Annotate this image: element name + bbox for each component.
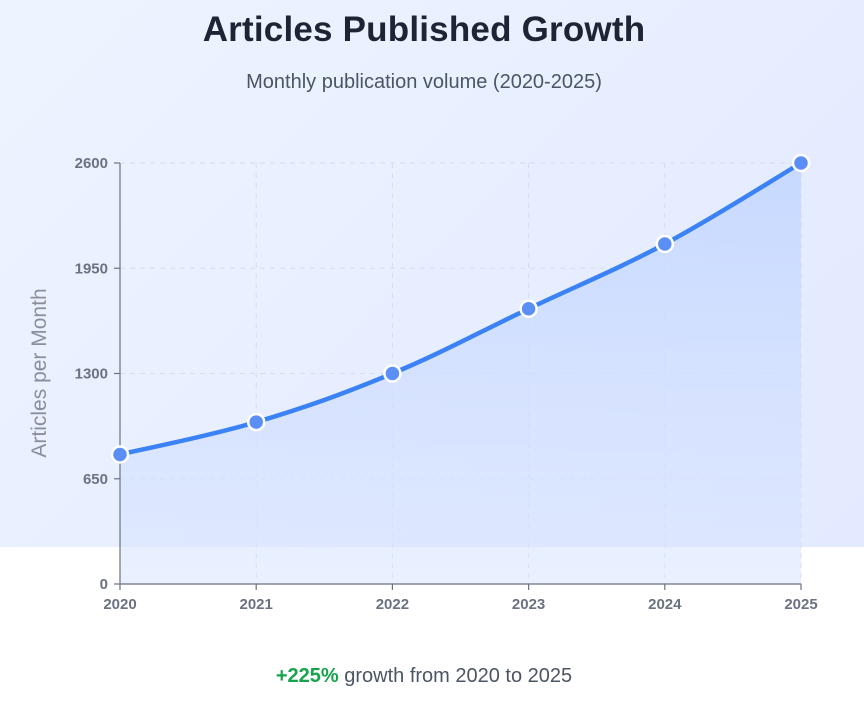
growth-summary: +225% growth from 2020 to 2025 xyxy=(0,665,848,688)
x-tick-label: 2023 xyxy=(512,596,545,613)
y-tick-label: 1950 xyxy=(75,260,108,277)
data-point-2025 xyxy=(791,153,811,173)
data-point-2020 xyxy=(110,445,130,464)
axes xyxy=(114,162,802,590)
y-tick-label: 1300 xyxy=(75,366,108,383)
x-tick-label: 2021 xyxy=(240,596,273,613)
tick-labels: 0 650 1300 1950 2600 2020 2021 2022 2023 2024 2025 xyxy=(75,155,818,613)
chart-subtitle: Monthly publication volume (2020-2025) xyxy=(246,71,602,93)
data-point-2023 xyxy=(519,299,538,318)
y-tick-label: 0 xyxy=(100,576,108,593)
data-point-2021 xyxy=(246,412,266,432)
x-tick-label: 2024 xyxy=(648,596,682,613)
chart-title: Articles Published Growth xyxy=(202,10,646,49)
data-point-2024 xyxy=(655,234,675,254)
growth-description: growth from 2020 to 2025 xyxy=(338,665,573,687)
area-fill xyxy=(120,163,801,584)
x-tick-label: 2020 xyxy=(103,596,136,613)
data-point-2022 xyxy=(383,364,402,383)
growth-percentage: +225% xyxy=(275,665,339,687)
x-tick-label: 2022 xyxy=(376,596,409,613)
y-axis-title: Articles per Month xyxy=(28,288,51,457)
y-tick-label: 2600 xyxy=(75,155,108,172)
data-points xyxy=(110,153,811,464)
y-tick-label: 650 xyxy=(83,471,108,488)
x-tick-label: 2025 xyxy=(784,596,817,613)
